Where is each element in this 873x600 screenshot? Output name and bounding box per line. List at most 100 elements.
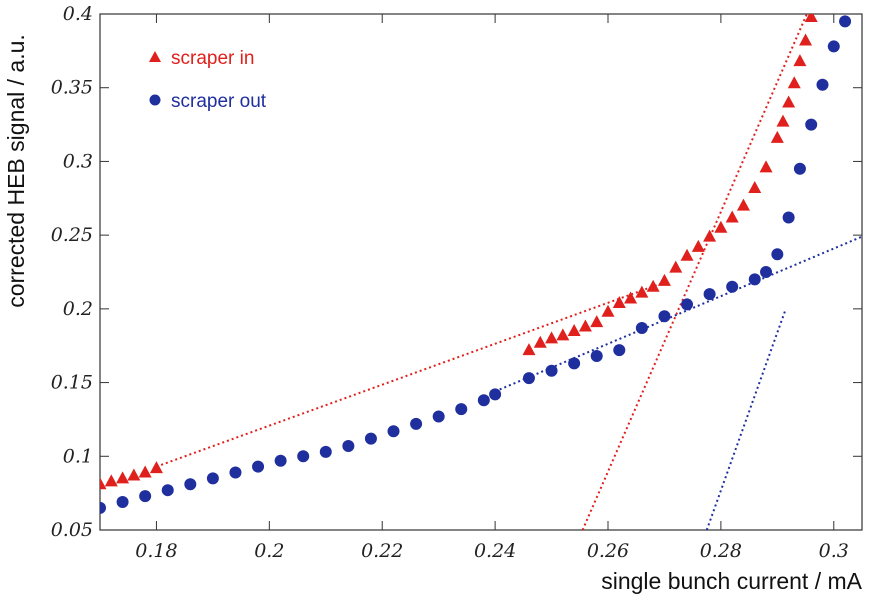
data-point-triangle	[714, 220, 728, 233]
x-tick-label: 0.3	[819, 540, 849, 562]
data-point-triangle	[725, 210, 739, 223]
data-point-circle	[364, 432, 377, 445]
data-point-triangle	[787, 76, 801, 89]
fit-lines	[156, 14, 862, 530]
data-point-triangle	[646, 279, 660, 292]
fit-line	[156, 281, 665, 468]
data-point-circle	[590, 350, 603, 363]
data-point-triangle	[703, 229, 717, 242]
fit-line	[494, 235, 862, 393]
data-point-circle	[771, 248, 784, 261]
data-point-circle	[760, 266, 773, 278]
data-point-circle	[161, 484, 174, 497]
data-point-triangle	[612, 295, 626, 308]
legend-label-scraper-out: scraper out	[171, 91, 267, 112]
data-point-circle	[681, 298, 694, 311]
data-point-triangle	[533, 335, 547, 348]
data-point-triangle	[100, 477, 107, 490]
fit-line	[581, 14, 808, 530]
x-tick-label: 0.26	[587, 540, 629, 562]
y-tick-label: 0.3	[63, 150, 93, 172]
y-tick-label: 0.4	[63, 3, 93, 25]
data-point-triangle	[691, 239, 705, 252]
data-point-triangle	[770, 130, 784, 143]
data-point-triangle	[127, 468, 141, 481]
legend-marker-scraper-out	[149, 94, 161, 106]
data-point-triangle	[776, 114, 790, 127]
data-point-triangle	[601, 304, 615, 317]
data-point-circle	[726, 280, 739, 293]
legend: scraper in scraper out	[149, 48, 267, 112]
legend-marker-scraper-in	[149, 51, 161, 62]
data-point-circle	[816, 78, 829, 91]
x-tick-label: 0.28	[700, 540, 742, 562]
data-point-circle	[658, 310, 671, 323]
data-point-circle	[545, 364, 558, 377]
y-tick-label: 0.15	[51, 372, 93, 394]
data-point-triangle	[522, 343, 536, 356]
data-point-circle	[184, 478, 197, 491]
y-tick-label: 0.25	[51, 224, 93, 246]
x-tick-label: 0.18	[135, 540, 177, 562]
data-point-triangle	[116, 471, 130, 484]
data-point-triangle	[578, 319, 592, 332]
data-point-triangle	[624, 291, 638, 304]
data-point-circle	[319, 445, 332, 458]
y-tick-label: 0.1	[63, 445, 93, 467]
series-scraper-out	[100, 15, 852, 514]
y-axis-ticks: 0.05 0.1 0.15 0.2 0.25 0.3 0.35 0.4	[51, 3, 862, 541]
data-point-circle	[410, 417, 423, 430]
data-point-circle	[229, 466, 242, 479]
data-point-circle	[635, 322, 648, 335]
data-point-triangle	[799, 33, 813, 46]
plot-frame	[99, 13, 863, 531]
data-point-circle	[793, 162, 806, 175]
data-point-circle	[297, 450, 310, 463]
x-axis-title: single bunch current / mA	[601, 568, 862, 594]
data-point-circle	[568, 357, 581, 370]
fit-line	[705, 308, 787, 530]
data-point-circle	[139, 490, 152, 503]
data-point-triangle	[590, 315, 604, 328]
x-tick-label: 0.22	[361, 540, 403, 562]
data-point-circle	[613, 344, 626, 357]
data-point-circle	[455, 403, 468, 416]
x-axis-ticks: 0.18 0.2 0.22 0.24 0.26 0.28 0.3	[135, 14, 849, 562]
data-point-triangle	[804, 14, 818, 22]
data-point-triangle	[545, 331, 559, 344]
data-point-triangle	[567, 323, 581, 336]
data-point-circle	[748, 273, 761, 286]
data-point-circle	[782, 211, 795, 224]
x-tick-label: 0.2	[254, 540, 284, 562]
data-point-circle	[387, 425, 400, 438]
y-tick-label: 0.2	[63, 298, 93, 320]
data-point-circle	[252, 460, 265, 473]
data-point-circle	[342, 439, 355, 452]
data-point-circle	[839, 15, 852, 28]
y-tick-label: 0.05	[51, 519, 93, 541]
y-tick-label: 0.35	[51, 77, 93, 99]
data-point-triangle	[657, 273, 671, 286]
data-point-circle	[703, 288, 716, 301]
legend-label-scraper-in: scraper in	[171, 48, 254, 69]
data-point-triangle	[748, 180, 762, 193]
data-point-triangle	[635, 285, 649, 298]
data-point-circle	[206, 472, 219, 485]
data-point-triangle	[104, 474, 118, 487]
data-point-triangle	[782, 95, 796, 108]
data-point-circle	[522, 372, 535, 385]
data-point-triangle	[556, 328, 570, 341]
data-point-circle	[827, 40, 840, 53]
data-point-triangle	[680, 248, 694, 261]
data-point-circle	[116, 495, 129, 508]
data-point-circle	[489, 388, 502, 401]
data-point-triangle	[736, 198, 750, 211]
data-point-triangle	[759, 160, 773, 173]
data-point-circle	[432, 410, 445, 423]
x-tick-label: 0.24	[474, 540, 516, 562]
data-point-triangle	[149, 461, 163, 474]
data-point-circle	[274, 454, 287, 467]
data-point-circle	[805, 118, 818, 131]
data-point-triangle	[138, 465, 152, 478]
